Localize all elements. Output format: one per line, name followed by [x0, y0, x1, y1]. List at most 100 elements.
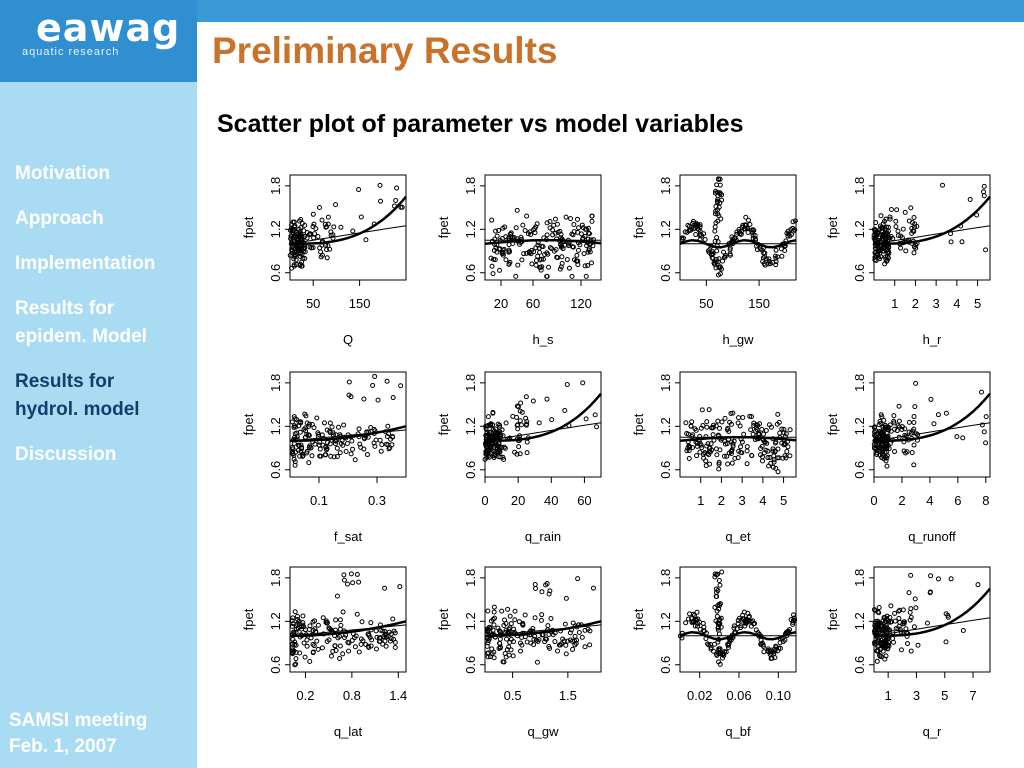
x-tick-label: 0 [870, 493, 877, 508]
data-point [881, 431, 887, 437]
data-point [721, 255, 727, 261]
data-point [744, 619, 750, 625]
data-point [319, 645, 325, 651]
data-point [884, 443, 890, 449]
data-point [693, 427, 699, 433]
data-point [378, 627, 384, 633]
data-point [724, 453, 730, 459]
data-point [978, 389, 984, 395]
data-point [757, 246, 763, 252]
data-point [888, 428, 894, 434]
data-point [576, 247, 582, 253]
data-point [911, 624, 917, 630]
data-point [289, 244, 295, 250]
sidebar-item-discussion[interactable]: Discussion [15, 444, 117, 465]
data-point [539, 612, 545, 618]
data-point [510, 413, 516, 419]
data-point [369, 637, 375, 643]
data-point [534, 659, 540, 665]
x-tick-label: 0.1 [310, 493, 328, 508]
footer-line: Feb. 1, 2007 [9, 736, 117, 757]
sidebar-item-results-hydrol[interactable]: Results for hydrol. model [15, 368, 195, 424]
x-tick-label: 120 [570, 296, 592, 311]
data-point [683, 420, 689, 426]
data-point [531, 227, 537, 233]
data-point [299, 263, 305, 269]
data-point [563, 214, 569, 220]
data-point [535, 253, 541, 259]
data-point [911, 462, 917, 468]
data-point [310, 223, 316, 229]
data-point [719, 569, 725, 575]
page-title: Preliminary Results [212, 30, 558, 71]
data-point [908, 614, 914, 620]
y-axis-label: fpet [241, 216, 256, 238]
sidebar-item-implementation[interactable]: Implementation [15, 253, 156, 274]
data-point [349, 438, 355, 444]
scatter-panel: 0.6 1.2 1.8 fpet 0.02 0.06 0.10 q_bf [631, 566, 798, 739]
data-point [689, 419, 695, 425]
data-point [896, 615, 902, 621]
smooth-curve [290, 620, 407, 638]
data-point [716, 646, 722, 652]
data-point [884, 455, 890, 461]
data-point [582, 627, 588, 633]
plot-frame [289, 371, 407, 478]
x-tick-label: 150 [748, 296, 770, 311]
data-point [913, 245, 919, 251]
x-tick-label: 1.5 [559, 688, 577, 703]
data-point [513, 225, 519, 231]
x-axis-label: Q [343, 332, 353, 347]
data-point [295, 442, 301, 448]
x-axis-label: f_sat [334, 529, 363, 544]
data-point [346, 640, 352, 646]
data-point [290, 446, 296, 452]
data-point [288, 233, 294, 239]
data-point [484, 455, 490, 461]
scatter-panel: 0.6 1.2 1.8 fpet 0 2 4 6 8 q_runoff [825, 371, 991, 544]
data-point [309, 453, 315, 459]
data-point [712, 211, 718, 217]
sidebar-item-motivation[interactable]: Motivation [15, 163, 110, 184]
data-point [975, 582, 981, 588]
data-point [542, 252, 548, 258]
x-tick-label: 0.02 [687, 688, 712, 703]
x-tick-label: 1 [697, 493, 704, 508]
sidebar-nav: Motivation Approach Implementation Resul… [15, 160, 195, 486]
data-point [907, 609, 913, 615]
data-point [879, 452, 885, 458]
sidebar-item-results-epidem[interactable]: Results for epidem. Model [15, 295, 195, 351]
y-axis-label: fpet [631, 216, 646, 238]
data-point [500, 659, 506, 665]
data-point [770, 464, 776, 470]
y-tick-label: 1.2 [268, 612, 283, 630]
data-point [483, 432, 489, 438]
data-point [486, 432, 492, 438]
data-point [762, 254, 768, 260]
data-point [507, 613, 513, 619]
data-point [542, 636, 548, 642]
data-point [732, 455, 738, 461]
data-point [712, 224, 718, 230]
data-point [738, 444, 744, 450]
data-point [537, 249, 543, 255]
data-point [883, 230, 889, 236]
data-point [730, 441, 736, 447]
data-point [776, 455, 782, 461]
x-tick-label: 0 [481, 493, 488, 508]
data-point [393, 197, 399, 203]
data-point [399, 204, 405, 210]
scatter-panel: 0.6 1.2 1.8 fpet 0.1 0.3 f_sat [241, 371, 407, 544]
data-point [497, 422, 503, 428]
data-point [716, 256, 722, 262]
data-point [582, 233, 588, 239]
data-point [714, 613, 720, 619]
data-point [715, 418, 721, 424]
smooth-curve [290, 425, 407, 443]
sidebar-item-approach[interactable]: Approach [15, 208, 104, 229]
y-axis-label: fpet [825, 608, 840, 630]
data-point [577, 242, 583, 248]
data-point [344, 441, 350, 447]
data-point [688, 423, 694, 429]
data-point [948, 576, 954, 582]
